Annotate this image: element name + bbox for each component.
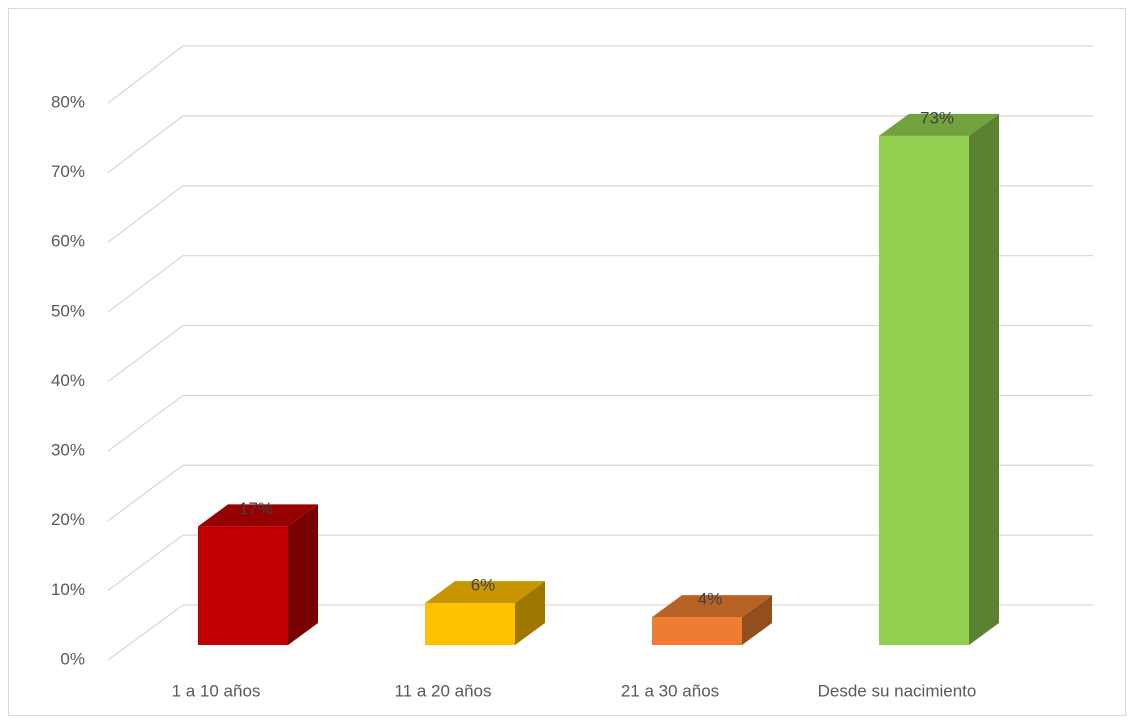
grid-line-side	[107, 394, 184, 452]
grid-line-side	[107, 185, 184, 243]
bar-front	[425, 603, 515, 645]
grid-line-side	[107, 45, 184, 104]
y-tick-label: 0%	[60, 649, 85, 668]
bar-top	[198, 504, 318, 527]
bar-side	[969, 113, 999, 645]
grid-line-side	[107, 604, 184, 661]
x-tick-label: 11 a 20 años	[394, 681, 491, 700]
bar-top	[425, 581, 545, 604]
bar-front	[879, 135, 969, 645]
grid-line-side	[107, 534, 184, 591]
y-tick-label: 30%	[51, 441, 85, 460]
y-tick-label: 20%	[51, 510, 85, 529]
data-label: 73%	[920, 108, 954, 127]
data-label: 17%	[239, 499, 273, 518]
bar-side	[515, 581, 545, 645]
y-tick-label: 70%	[51, 162, 85, 181]
grid-line-side	[107, 115, 184, 174]
grid-line-side	[107, 324, 184, 383]
y-tick-label: 40%	[51, 371, 85, 390]
y-tick-label: 50%	[51, 301, 85, 320]
bar-top	[879, 113, 999, 136]
bar-side	[288, 504, 318, 645]
grid-line-side	[107, 464, 184, 522]
x-tick-label: 21 a 30 años	[621, 681, 719, 700]
y-tick-label: 10%	[51, 580, 85, 599]
x-tick-label: 1 a 10 años	[172, 681, 261, 700]
y-tick-label: 80%	[51, 92, 85, 111]
bar-front	[198, 526, 288, 645]
data-label: 4%	[698, 590, 723, 609]
bar-top	[652, 595, 772, 618]
bar-front	[652, 617, 742, 645]
y-tick-label: 60%	[51, 232, 85, 251]
grid-line-side	[107, 255, 184, 313]
data-label: 6%	[471, 576, 496, 595]
bar-side	[742, 595, 772, 645]
x-tick-label: Desde su nacimiento	[818, 681, 977, 700]
